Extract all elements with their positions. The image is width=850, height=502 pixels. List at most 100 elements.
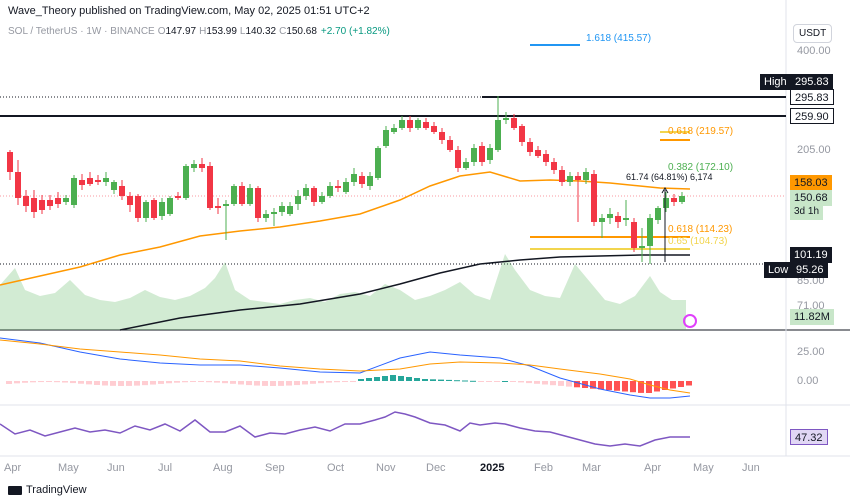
candle-body[interactable] <box>159 202 165 216</box>
candle-body[interactable] <box>415 120 421 128</box>
candle-body[interactable] <box>351 174 357 182</box>
candle-body[interactable] <box>199 164 205 168</box>
macd-bar <box>22 381 28 383</box>
candle-body[interactable] <box>95 180 101 182</box>
candle-body[interactable] <box>431 126 437 132</box>
candle-body[interactable] <box>479 146 485 162</box>
candle-body[interactable] <box>367 176 373 186</box>
candle-body[interactable] <box>295 196 301 204</box>
candle-body[interactable] <box>311 188 317 202</box>
symbol-legend[interactable]: SOL / TetherUS · 1W · BINANCE O 147.97 H… <box>8 26 390 37</box>
candle-body[interactable] <box>111 182 117 190</box>
candle-body[interactable] <box>639 246 645 248</box>
macd-bar <box>422 379 428 381</box>
candle-body[interactable] <box>631 222 637 248</box>
candle-body[interactable] <box>191 164 197 168</box>
candle-body[interactable] <box>55 198 61 204</box>
candle-body[interactable] <box>407 120 413 128</box>
candle-body[interactable] <box>335 186 341 188</box>
candle-body[interactable] <box>527 142 533 152</box>
candle-body[interactable] <box>487 148 493 160</box>
candle-body[interactable] <box>535 150 541 156</box>
candle-body[interactable] <box>623 218 629 220</box>
candle-body[interactable] <box>287 206 293 214</box>
candle-body[interactable] <box>663 198 669 208</box>
candle-body[interactable] <box>23 196 29 206</box>
candle-body[interactable] <box>135 196 141 218</box>
macd-bar <box>350 381 356 383</box>
candle-body[interactable] <box>231 186 237 204</box>
candle-body[interactable] <box>543 154 549 162</box>
candle-body[interactable] <box>175 196 181 198</box>
time-label-sep: Sep <box>265 462 285 474</box>
candle-body[interactable] <box>575 176 581 180</box>
candle-body[interactable] <box>551 162 557 170</box>
candle-body[interactable] <box>383 130 389 146</box>
candle-body[interactable] <box>391 128 397 132</box>
candle-body[interactable] <box>319 196 325 202</box>
low-value: 140.32 <box>245 26 277 37</box>
candle-body[interactable] <box>119 186 125 196</box>
candle-body[interactable] <box>127 196 133 205</box>
candle-body[interactable] <box>303 188 309 196</box>
candle-body[interactable] <box>503 118 509 120</box>
candle-body[interactable] <box>239 186 245 204</box>
candle-body[interactable] <box>559 170 565 182</box>
candle-body[interactable] <box>583 172 589 180</box>
macd-bar <box>590 381 596 389</box>
candle-body[interactable] <box>15 172 21 198</box>
candle-body[interactable] <box>607 214 613 218</box>
candle-body[interactable] <box>591 174 597 222</box>
candle-body[interactable] <box>63 198 69 202</box>
footer-brand[interactable]: TradingView <box>8 484 87 496</box>
candle-body[interactable] <box>71 178 77 205</box>
candle-body[interactable] <box>7 152 13 172</box>
candle-body[interactable] <box>271 212 277 214</box>
candle-body[interactable] <box>343 182 349 192</box>
candle-body[interactable] <box>447 140 453 150</box>
candle-body[interactable] <box>519 126 525 142</box>
candle-body[interactable] <box>255 188 261 218</box>
candle-body[interactable] <box>215 206 221 208</box>
candle-body[interactable] <box>223 204 229 206</box>
candle-body[interactable] <box>495 120 501 150</box>
currency-button[interactable]: USDT <box>793 24 833 43</box>
candle-body[interactable] <box>399 120 405 128</box>
candle-body[interactable] <box>207 166 213 208</box>
symbol-name[interactable]: SOL / TetherUS · 1W · BINANCE <box>8 26 155 37</box>
candle-body[interactable] <box>247 188 253 204</box>
candle-body[interactable] <box>39 200 45 210</box>
candle-body[interactable] <box>359 176 365 184</box>
candle-body[interactable] <box>511 118 517 128</box>
candle-body[interactable] <box>439 132 445 140</box>
replay-icon[interactable] <box>683 314 697 328</box>
candle-body[interactable] <box>679 196 685 202</box>
candle-body[interactable] <box>279 206 285 212</box>
candle-body[interactable] <box>47 200 53 206</box>
candle-body[interactable] <box>463 162 469 168</box>
fib-label-0618-upper: 0.618 (219.57) <box>668 126 734 137</box>
candles[interactable] <box>7 96 685 264</box>
candle-body[interactable] <box>87 178 93 184</box>
candle-body[interactable] <box>671 198 677 202</box>
candle-body[interactable] <box>567 176 573 182</box>
candle-body[interactable] <box>327 186 333 196</box>
candle-body[interactable] <box>599 218 605 222</box>
candle-body[interactable] <box>79 180 85 185</box>
candle-body[interactable] <box>423 122 429 128</box>
candle-body[interactable] <box>615 216 621 222</box>
candle-body[interactable] <box>151 200 157 218</box>
candle-body[interactable] <box>167 198 173 214</box>
candle-body[interactable] <box>375 148 381 178</box>
candle-body[interactable] <box>103 178 109 182</box>
macd-bar <box>326 381 332 383</box>
candle-body[interactable] <box>455 150 461 168</box>
candle-body[interactable] <box>655 208 661 220</box>
candle-body[interactable] <box>471 148 477 162</box>
candle-body[interactable] <box>647 218 653 246</box>
candle-body[interactable] <box>31 198 37 212</box>
candle-body[interactable] <box>183 166 189 198</box>
candle-body[interactable] <box>263 214 269 218</box>
candle-body[interactable] <box>143 202 149 218</box>
